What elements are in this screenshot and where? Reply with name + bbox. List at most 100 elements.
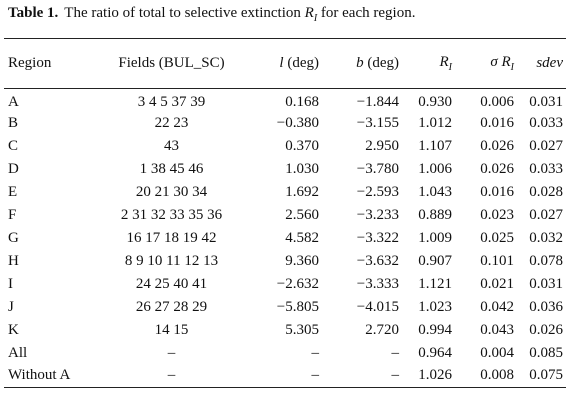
table-cell: 1 38 45 46: [139, 160, 204, 177]
column-header: RI: [402, 39, 455, 89]
table-cell: 20 21 30 34: [135, 183, 208, 200]
caption-text: The ratio of total to selective extincti…: [64, 5, 301, 21]
header-symbol: R: [501, 54, 511, 70]
table-cell: −3.322: [356, 229, 399, 246]
table-cell: 1.030: [285, 160, 319, 177]
table-cell: 0.078: [529, 252, 563, 269]
header-subscript: I: [510, 62, 514, 73]
table-cell: 0.031: [529, 93, 563, 110]
table-cell: 0.043: [480, 321, 514, 338]
table-cell: 2.720: [365, 321, 399, 338]
table-row: I 24 25 40 41 −2.632 −3.333 1.121 0.021 0.031: [4, 273, 566, 296]
table-cell: −3.632: [356, 252, 399, 269]
table-cell: –: [167, 367, 176, 384]
table-row: Without A – – – 1.026 0.008 0.075: [4, 365, 566, 388]
table-cell: D: [8, 160, 19, 177]
header-symbol: R: [439, 54, 449, 70]
column-header: l (deg): [246, 39, 322, 89]
table-cell: 0.168: [285, 93, 319, 110]
table-cell: 0.033: [529, 114, 563, 131]
table-cell: 1.026: [418, 367, 452, 384]
table-cell: 1.006: [418, 160, 452, 177]
column-header: sdev: [517, 39, 566, 89]
table-row: All – – – 0.964 0.004 0.085: [4, 342, 566, 365]
table-row: K 14 15 5.305 2.720 0.994 0.043 0.026: [4, 319, 566, 342]
table-cell: –: [311, 344, 320, 361]
table-cell: 0.032: [529, 229, 563, 246]
table-cell: 0.026: [480, 137, 514, 154]
table-cell: I: [8, 275, 13, 292]
table-cell: 0.370: [285, 137, 319, 154]
header-text: Region: [8, 55, 52, 71]
table-cell: B: [8, 114, 19, 131]
table-cell: 1.043: [418, 183, 452, 200]
table-cell: 0.027: [529, 206, 563, 223]
table-body: A 3 4 5 37 39 0.168 −1.844 0.930 0.006 0.031 B 2…: [4, 89, 566, 388]
table-cell: –: [311, 367, 320, 384]
table-cell: –: [391, 344, 400, 361]
header-text: Fields (BUL_SC): [118, 55, 225, 71]
table-cell: 0.101: [480, 252, 514, 269]
table-cell: 2 31 32 33 35 36: [120, 206, 223, 223]
table-row: F 2 31 32 33 35 36 2.560 −3.233 0.889 0.023 0.…: [4, 204, 566, 227]
table-row: C 43 0.370 2.950 1.107 0.026 0.027: [4, 135, 566, 158]
header-symbol: σ: [490, 54, 498, 70]
caption-symbol: R: [304, 5, 314, 21]
table-cell: A: [8, 93, 19, 110]
table-cell: 0.023: [480, 206, 514, 223]
header-symbol: l: [279, 55, 284, 71]
table-cell: 0.036: [529, 298, 563, 315]
table-cell: 0.994: [418, 321, 452, 338]
table-cell: −1.844: [356, 93, 399, 110]
table-cell: 22 23: [154, 114, 189, 131]
column-header: b (deg): [322, 39, 402, 89]
table-cell: 1.009: [418, 229, 452, 246]
table-cell: 0.008: [480, 367, 514, 384]
table-cell: J: [8, 298, 14, 315]
table-row: E 20 21 30 34 1.692 −2.593 1.043 0.016 0.028: [4, 181, 566, 204]
table-cell: F: [8, 206, 17, 223]
header-symbol: sdev: [536, 55, 563, 71]
table-cell: E: [8, 183, 18, 200]
table-cell: 14 15: [154, 321, 189, 338]
table-row: G 16 17 18 19 42 4.582 −3.322 1.009 0.025 0.03…: [4, 227, 566, 250]
header-subscript: I: [448, 62, 452, 73]
table-cell: −2.593: [356, 183, 399, 200]
table-cell: −3.780: [356, 160, 399, 177]
table-cell: −4.015: [356, 298, 399, 315]
table-cell: −3.233: [356, 206, 399, 223]
table-cell: 5.305: [285, 321, 319, 338]
table-cell: 4.582: [285, 229, 319, 246]
table-cell: 0.033: [529, 160, 563, 177]
table-cell: 1.023: [418, 298, 452, 315]
table-cell: 0.889: [418, 206, 452, 223]
caption-label: Table 1.: [8, 5, 59, 21]
table-cell: G: [8, 229, 19, 246]
table-cell: −2.632: [276, 275, 319, 292]
table-row: J 26 27 28 29 −5.805 −4.015 1.023 0.042 0.036: [4, 296, 566, 319]
table-cell: 0.026: [529, 321, 563, 338]
column-header: Fields (BUL_SC): [96, 39, 246, 89]
column-header: σ RI: [455, 39, 517, 89]
table-cell: 1.692: [285, 183, 319, 200]
column-header: Region: [4, 39, 96, 89]
table-cell: –: [167, 344, 176, 361]
table-row: D 1 38 45 46 1.030 −3.780 1.006 0.026 0.033: [4, 158, 566, 181]
caption: Table 1. The ratio of total to selective …: [8, 5, 415, 24]
table-cell: 2.560: [285, 206, 319, 223]
data-table: Region Fields (BUL_SC) l (deg) b (deg) RI σ R…: [4, 38, 566, 388]
table-cell: 0.930: [418, 93, 452, 110]
table-cell: 0.016: [480, 183, 514, 200]
table-cell: 0.907: [418, 252, 452, 269]
table-cell: 8 9 10 11 12 13: [124, 252, 219, 269]
table-cell: 1.121: [418, 275, 452, 292]
table-cell: –: [391, 367, 400, 384]
table-cell: K: [8, 321, 19, 338]
table-cell: 2.950: [365, 137, 399, 154]
table-cell: 0.016: [480, 114, 514, 131]
table-cell: H: [8, 252, 19, 269]
table-cell: 0.021: [480, 275, 514, 292]
table-cell: 1.107: [418, 137, 452, 154]
header-text: (deg): [367, 55, 399, 71]
